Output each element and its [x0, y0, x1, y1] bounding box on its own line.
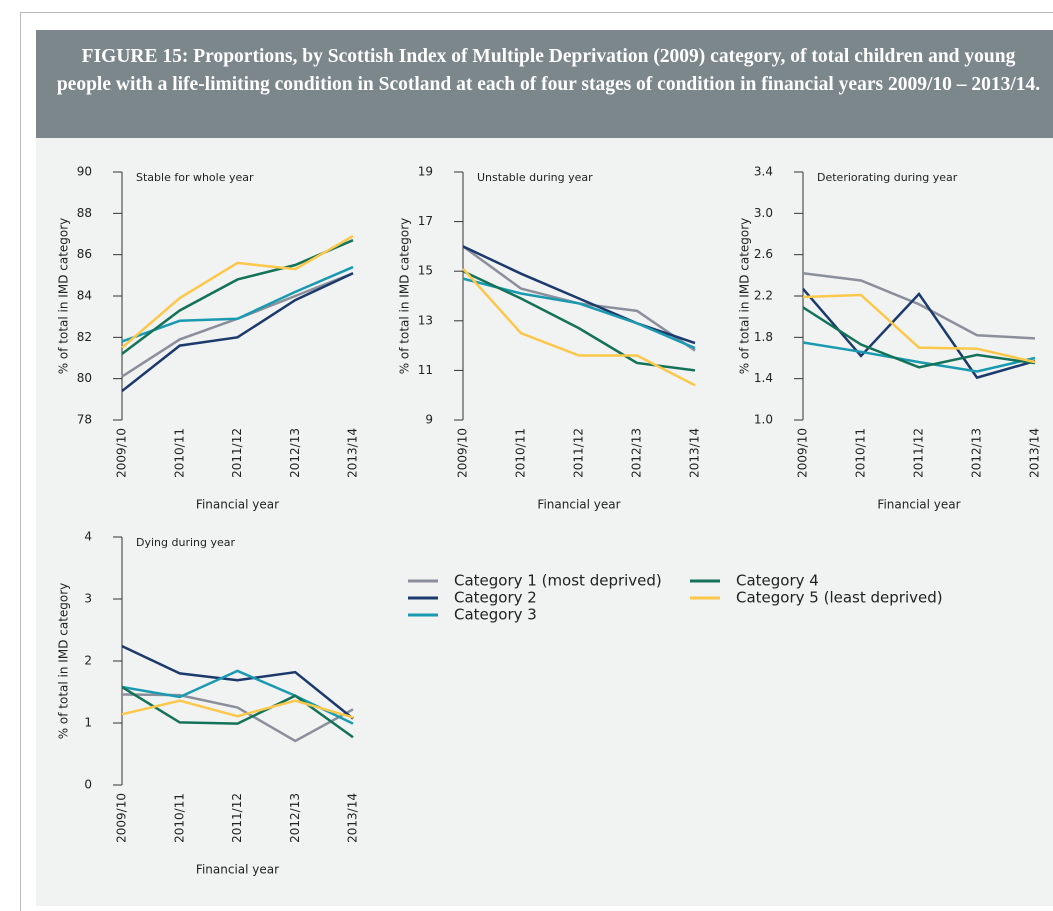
series-line: [462, 245, 696, 345]
y-tick-label: 82: [77, 330, 92, 344]
x-tick-label: 2009/10: [115, 793, 129, 843]
x-axis-label: Financial year: [196, 498, 279, 512]
series-line: [802, 272, 1036, 340]
y-tick-label: 90: [77, 165, 92, 179]
x-tick-label: 2013/14: [346, 428, 360, 478]
series-line: [121, 699, 354, 719]
series-line: [121, 693, 354, 743]
y-tick-label: 17: [418, 214, 433, 228]
x-tick-label: 2009/10: [796, 428, 810, 478]
chart-title: Stable for whole year: [136, 171, 254, 184]
x-tick-label: 2011/12: [572, 428, 586, 478]
y-tick-label: 0: [84, 778, 92, 792]
series-line: [121, 234, 354, 349]
x-tick-label: 2013/14: [688, 428, 702, 478]
y-axis-label: % of total in IMD category: [398, 218, 412, 375]
y-tick-label: 3.0: [754, 206, 773, 220]
x-tick-label: 2010/11: [854, 428, 868, 478]
legend-label: Category 5 (least deprived): [736, 589, 943, 607]
y-tick-label: 2.6: [754, 247, 773, 261]
y-tick-label: 84: [77, 289, 92, 303]
series-line: [121, 644, 354, 720]
x-tick-label: 2013/14: [346, 793, 360, 843]
y-tick-label: 15: [418, 264, 433, 278]
y-tick-label: 1: [84, 716, 92, 730]
y-tick-label: 1.8: [754, 330, 773, 344]
x-axis-label: Financial year: [537, 498, 620, 512]
x-tick-label: 2012/13: [970, 428, 984, 478]
figure-panel: [36, 30, 1053, 906]
y-tick-label: 86: [77, 247, 92, 261]
x-tick-label: 2012/13: [288, 428, 302, 478]
y-tick-label: 11: [418, 363, 433, 377]
y-tick-label: 1.4: [754, 371, 773, 385]
frame: [20, 12, 1053, 911]
y-tick-label: 1.0: [754, 413, 773, 427]
y-tick-label: 19: [418, 165, 433, 179]
chart-title: Deteriorating during year: [817, 171, 958, 184]
y-axis-label: % of total in IMD category: [57, 218, 71, 375]
series-line: [462, 277, 696, 350]
x-tick-label: 2010/11: [514, 428, 528, 478]
x-tick-label: 2012/13: [630, 428, 644, 478]
series-line: [802, 293, 1036, 364]
y-tick-label: 2: [84, 654, 92, 668]
series-line: [802, 341, 1036, 373]
x-axis-label: Financial year: [877, 498, 960, 512]
y-tick-label: 13: [418, 313, 433, 327]
legend-label: Category 1 (most deprived): [454, 572, 662, 590]
series-line: [121, 272, 354, 393]
y-tick-label: 78: [77, 413, 92, 427]
y-axis-label: % of total in IMD category: [57, 583, 71, 740]
chart-title: Unstable during year: [477, 171, 593, 184]
legend-label: Category 2: [454, 589, 537, 607]
y-tick-label: 3.4: [754, 165, 773, 179]
y-tick-label: 2.2: [754, 289, 773, 303]
series-line: [121, 265, 354, 343]
x-axis-label: Financial year: [196, 863, 279, 877]
x-tick-label: 2011/12: [230, 793, 244, 843]
legend-label: Category 4: [736, 572, 819, 590]
x-tick-label: 2011/12: [912, 428, 926, 478]
figure-title: FIGURE 15: Proportions, by Scottish Inde…: [36, 30, 1053, 138]
x-tick-label: 2009/10: [115, 428, 129, 478]
x-tick-label: 2010/11: [172, 793, 186, 843]
x-tick-label: 2010/11: [172, 428, 186, 478]
y-tick-label: 9: [425, 413, 433, 427]
series-line: [462, 267, 696, 387]
y-axis-label: % of total in IMD category: [738, 218, 752, 375]
x-tick-label: 2011/12: [230, 428, 244, 478]
chart-title: Dying during year: [136, 536, 235, 549]
y-tick-label: 4: [84, 530, 92, 544]
x-tick-label: 2009/10: [456, 428, 470, 478]
y-tick-label: 88: [77, 206, 92, 220]
series-line: [802, 306, 1036, 369]
series-line: [121, 685, 354, 739]
y-tick-label: 3: [84, 592, 92, 606]
legend-label: Category 3: [454, 606, 537, 624]
x-tick-label: 2013/14: [1028, 428, 1042, 478]
y-tick-label: 80: [77, 371, 92, 385]
series-line: [802, 287, 1036, 380]
x-tick-label: 2012/13: [288, 793, 302, 843]
